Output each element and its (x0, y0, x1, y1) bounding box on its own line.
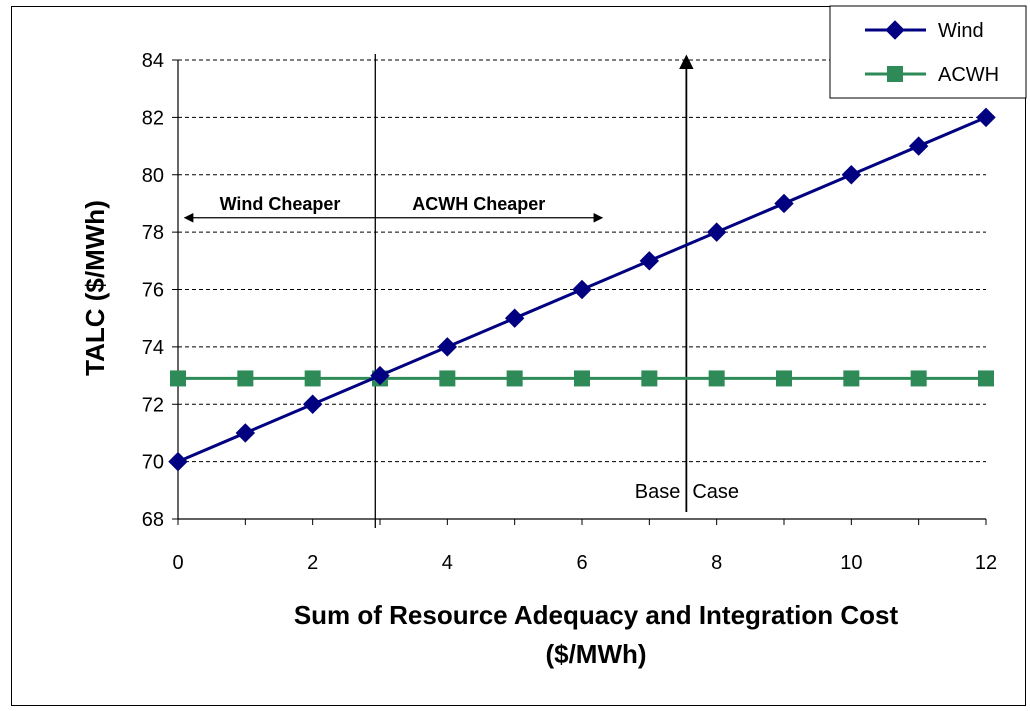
acwh-point (910, 370, 927, 387)
legend-acwh-marker (887, 66, 903, 82)
legend-item-acwh: ACWH (865, 64, 999, 86)
acwh-point (574, 370, 590, 387)
wind-point (774, 193, 794, 214)
base-case-label-right: Case (692, 481, 739, 503)
grid (178, 59, 986, 463)
x-axis-label-line2: ($/MWh) (545, 639, 646, 669)
acwh-point (776, 370, 792, 387)
wind-point (706, 222, 727, 242)
chart-frame (11, 6, 1026, 706)
wind-point (639, 251, 660, 271)
acwh-point (708, 370, 725, 387)
acwh-point (439, 370, 456, 387)
legend-item-wind: Wind (865, 20, 984, 42)
legend-wind-label: Wind (938, 20, 984, 42)
y-tick-label: 70 (142, 452, 164, 474)
y-tick-label: 80 (142, 165, 164, 187)
base-case-label-left: Base (635, 481, 681, 503)
x-tick-label: 0 (172, 552, 183, 574)
series-acwh (170, 370, 994, 387)
x-tick-label: 8 (711, 552, 722, 574)
acwh-point (506, 370, 523, 387)
y-axis-label: TALC ($/MWh) (80, 200, 110, 376)
legend-box (829, 5, 1027, 99)
legend-acwh-label: ACWH (938, 64, 999, 86)
y-tick-label: 84 (142, 50, 164, 72)
legend: Wind ACWH (829, 5, 1027, 99)
y-tick-label: 82 (142, 107, 164, 129)
acwh-point (843, 370, 860, 387)
y-tick-label: 74 (142, 337, 164, 359)
x-tick-label: 12 (975, 552, 997, 574)
wind-point (504, 308, 525, 328)
x-axis-label-line1: Sum of Resource Adequacy and Integration… (294, 600, 899, 630)
wind-cheaper-label: Wind Cheaper (220, 194, 341, 214)
y-tick-label: 78 (142, 222, 164, 244)
x-tick-label: 6 (576, 552, 587, 574)
wind-point (168, 451, 188, 472)
acwh-point (237, 370, 254, 387)
wind-point (976, 107, 996, 128)
wind-point (235, 423, 256, 443)
wind-point (908, 136, 929, 156)
wind-point (302, 394, 323, 414)
y-tick-label: 68 (142, 509, 164, 531)
x-tick-label: 10 (840, 552, 862, 574)
x-tick-label: 2 (307, 552, 318, 574)
wind-point (370, 365, 390, 386)
legend-wind-marker (885, 20, 905, 40)
acwh-point (170, 370, 186, 387)
series (168, 107, 996, 472)
x-tick-label: 4 (442, 552, 453, 574)
acwh-point (304, 370, 321, 387)
wind-point (572, 279, 592, 300)
acwh-point (641, 370, 658, 387)
y-tick-label: 76 (142, 280, 164, 302)
acwh-cheaper-label: ACWH Cheaper (412, 194, 545, 214)
wind-point (437, 337, 458, 357)
annotations: Wind Cheaper ACWH Cheaper Base Case (183, 54, 739, 528)
wind-point (841, 165, 862, 185)
acwh-point (978, 370, 994, 387)
series-wind (168, 107, 996, 472)
y-tick-label: 72 (142, 394, 164, 416)
